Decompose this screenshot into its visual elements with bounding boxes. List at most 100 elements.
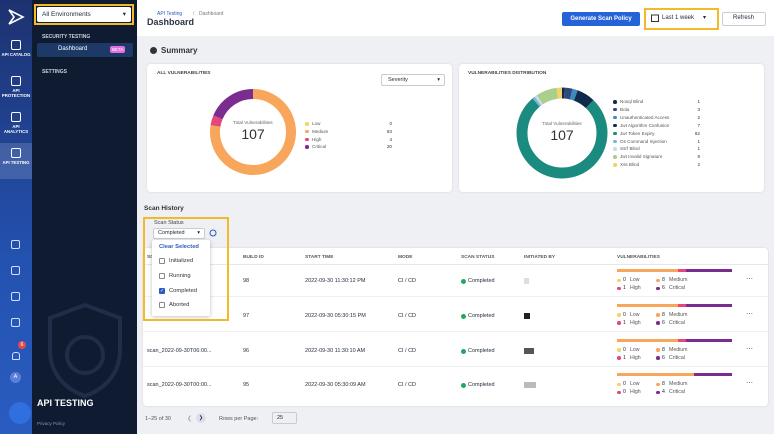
donut-layer: [210, 87, 608, 179]
vuln-count: 1: [623, 319, 626, 326]
vuln-label: Critical: [669, 354, 685, 361]
row-menu[interactable]: ⋯: [746, 310, 753, 318]
range-select[interactable]: Last 1 week: [662, 15, 695, 21]
legend-label: Low: [312, 121, 321, 126]
menu-option[interactable]: Initialized: [169, 258, 194, 264]
vuln-count: 8: [662, 277, 665, 283]
vuln-count: 6: [662, 285, 665, 291]
rail-label[interactable]: API ANALYTICS: [3, 124, 29, 134]
vuln-bar: [617, 338, 679, 342]
checkbox[interactable]: ✓: [159, 287, 165, 294]
row-menu[interactable]: ⋯: [746, 276, 753, 283]
collapse-icon[interactable]: [150, 47, 157, 54]
rail-icon[interactable]: [11, 318, 20, 327]
vuln-dot: [656, 390, 660, 395]
vuln-dot: [617, 390, 621, 395]
rail-label[interactable]: API CATALOG: [1, 52, 31, 57]
vuln-dot: [656, 382, 660, 387]
start-time: 2022-09-30 05:30:15 PM: [305, 312, 366, 319]
avatar[interactable]: A: [10, 372, 21, 383]
pager-prev[interactable]: ❮: [187, 416, 193, 422]
row-menu[interactable]: ⋯: [746, 345, 753, 353]
column-header: VULNERABILITIES: [617, 255, 660, 260]
severity-select[interactable]: Severity ▾: [381, 74, 445, 86]
legend-value: 83: [386, 128, 392, 134]
vuln-label: High: [630, 285, 641, 291]
privacy-link[interactable]: Privacy Policy: [37, 421, 66, 426]
initiator: [524, 312, 530, 319]
legend-dot: [613, 107, 617, 112]
legend-value: 82: [694, 130, 700, 136]
row-rule: [143, 296, 768, 297]
menu-option[interactable]: Running: [169, 272, 191, 279]
header-bar: [137, 0, 774, 36]
scan-id[interactable]: scan_2022-09-30T06:00...: [147, 347, 212, 354]
nav-item[interactable]: [37, 43, 133, 57]
table-card: [143, 248, 768, 406]
rail-icon[interactable]: [11, 148, 21, 158]
select-label: Severity: [388, 77, 408, 83]
menu-option[interactable]: Completed: [169, 287, 198, 294]
legend-label: Nosql Blind: [620, 99, 644, 104]
legend-label: High: [312, 136, 322, 142]
legend-value: 8: [697, 154, 700, 160]
rail-icon[interactable]: [11, 266, 20, 275]
checkbox[interactable]: [159, 302, 165, 309]
vuln-dot: [617, 286, 621, 290]
pagination-range: 1–25 of 30: [145, 416, 171, 422]
donut-caption: Total Vulnerabilities: [542, 121, 582, 126]
legend-label: Unauthenticated Access: [620, 114, 670, 120]
legend-value: 0: [389, 121, 392, 126]
bell-icon[interactable]: [12, 352, 20, 360]
breadcrumb[interactable]: API Testing: [157, 11, 183, 17]
rail-selected: [0, 143, 32, 179]
rail-icon[interactable]: [11, 292, 20, 301]
rail-label[interactable]: API TESTING: [2, 160, 30, 165]
card-title: ALL VULNERABILITIES: [157, 71, 211, 76]
status-select[interactable]: Completed ▾: [153, 228, 205, 239]
chat-button[interactable]: [9, 402, 31, 424]
row-rule: [143, 365, 768, 367]
vuln-label: Critical: [669, 285, 685, 291]
env-select[interactable]: All Environments ▾: [37, 7, 131, 22]
status-dot: [461, 279, 466, 284]
donut-segment: [563, 87, 573, 100]
legend-value: 2: [697, 162, 700, 168]
rail-icon[interactable]: [11, 112, 21, 122]
reset-icon[interactable]: [209, 229, 217, 237]
status-dot: [461, 313, 466, 319]
legend-dot: [613, 139, 617, 143]
row-menu[interactable]: ⋯: [746, 380, 753, 388]
vuln-bar: [678, 303, 686, 307]
clear-selected[interactable]: Clear Selected: [159, 244, 199, 250]
vuln-bar: [686, 338, 732, 342]
section-title: Summary: [161, 46, 198, 55]
build-id: 96: [243, 347, 250, 354]
donut-segment: [532, 96, 542, 107]
start-time: 2022-09-30 11:30:10 AM: [305, 347, 366, 354]
rail-icon[interactable]: [11, 240, 20, 249]
vuln-bar: [617, 269, 679, 272]
refresh-button[interactable]: [722, 12, 766, 26]
checkbox[interactable]: [159, 272, 165, 279]
notification-badge: 6: [18, 341, 26, 349]
vuln-dot: [656, 313, 660, 317]
vuln-label: Low: [630, 346, 640, 353]
rows-select[interactable]: 25: [272, 412, 297, 424]
section-title: Scan History: [144, 205, 184, 212]
build-id: 98: [243, 278, 250, 284]
vuln-dot: [656, 321, 660, 325]
vuln-count: 0: [623, 346, 626, 353]
nav-label: Dashboard: [58, 46, 88, 52]
scan-id[interactable]: scan_2022-09-30T00:00...: [147, 382, 212, 389]
legend-label: Xss Blind: [620, 162, 640, 168]
rail-label[interactable]: API PROTECTION: [1, 88, 31, 98]
caret: ▾: [197, 230, 200, 236]
rail-icon[interactable]: [11, 76, 21, 86]
menu-option[interactable]: Aborted: [169, 302, 190, 309]
checkbox[interactable]: [159, 258, 165, 264]
generate-button[interactable]: Generate Scan Policy: [562, 12, 640, 26]
rail-icon[interactable]: [11, 40, 21, 50]
pager-next[interactable]: ❯: [196, 413, 206, 423]
legend-label: Critical: [312, 144, 327, 150]
